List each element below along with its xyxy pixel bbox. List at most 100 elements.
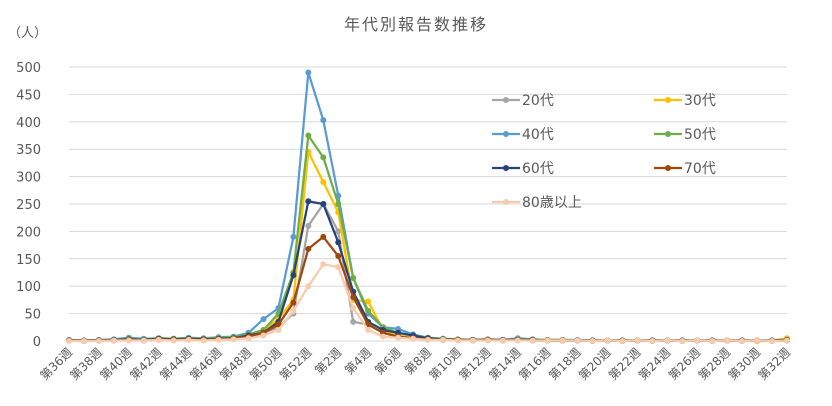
data-point <box>739 338 746 344</box>
data-point <box>320 117 327 124</box>
x-tick-label: 第32週 <box>755 345 793 383</box>
data-point <box>200 337 207 344</box>
data-point <box>350 294 357 301</box>
data-point <box>365 327 372 334</box>
data-point <box>395 334 402 341</box>
x-tick-label: 第40週 <box>97 345 135 383</box>
data-point <box>694 337 701 344</box>
x-tick-label: 第26週 <box>666 345 704 383</box>
x-tick-label: 第36週 <box>37 345 75 383</box>
series-3 <box>66 132 790 344</box>
legend-label: 70代 <box>684 161 716 177</box>
x-tick-label: 第2週 <box>312 345 344 377</box>
data-point <box>245 335 252 342</box>
y-tick-label: 250 <box>16 198 41 213</box>
data-point <box>230 336 237 343</box>
data-point <box>679 338 686 344</box>
legend-swatch-marker <box>503 165 509 171</box>
legend-swatch-marker <box>503 199 509 205</box>
y-tick-label: 500 <box>16 61 41 76</box>
data-point <box>619 338 626 344</box>
y-tick-label: 0 <box>33 335 41 350</box>
series-line <box>69 200 788 342</box>
series-line <box>69 263 788 343</box>
data-point <box>589 338 596 344</box>
x-tick-label: 第12週 <box>456 345 494 383</box>
data-point <box>275 327 282 334</box>
data-point <box>350 305 357 312</box>
y-axis-unit-label: （人） <box>8 26 47 41</box>
series-6 <box>66 261 790 344</box>
data-point <box>320 233 327 240</box>
data-point <box>425 336 431 343</box>
data-point <box>559 337 566 344</box>
x-tick-label: 第50週 <box>247 345 285 383</box>
x-tick-label: 第14週 <box>486 345 524 383</box>
data-point <box>410 335 417 342</box>
y-tick-label: 450 <box>16 88 41 103</box>
x-tick-label: 第10週 <box>426 345 464 383</box>
data-point <box>350 318 357 325</box>
chart-title: 年代別報告数推移 <box>344 15 488 34</box>
data-point <box>320 201 327 207</box>
y-tick-label: 50 <box>24 308 41 323</box>
series-line <box>69 150 788 343</box>
x-tick-label: 第20週 <box>576 345 614 383</box>
data-point <box>365 298 372 305</box>
series-2 <box>66 69 790 344</box>
data-point <box>170 337 177 344</box>
data-point <box>320 179 327 186</box>
data-point <box>290 307 297 314</box>
x-tick-label: 第22週 <box>606 345 644 383</box>
data-point <box>305 283 312 290</box>
data-point <box>499 337 506 344</box>
legend-swatch-marker <box>665 97 671 103</box>
data-point <box>335 201 342 207</box>
y-tick-label: 350 <box>16 143 41 158</box>
data-point <box>305 198 312 205</box>
data-point <box>305 222 312 229</box>
y-tick-label: 100 <box>16 280 41 295</box>
data-point <box>275 321 282 328</box>
data-point <box>439 336 446 343</box>
data-point <box>664 337 671 344</box>
data-point <box>574 337 581 344</box>
x-tick-label: 第42週 <box>127 345 165 383</box>
data-point <box>335 239 342 246</box>
data-point <box>649 338 656 344</box>
series-1 <box>66 148 790 344</box>
data-point <box>784 337 790 344</box>
x-tick-label: 第24週 <box>636 345 674 383</box>
data-point <box>469 337 476 344</box>
data-point <box>95 338 102 344</box>
data-point <box>185 336 192 343</box>
data-point <box>290 233 297 240</box>
data-point <box>260 316 267 323</box>
data-point <box>260 332 267 339</box>
legend-swatch-marker <box>503 97 509 103</box>
y-axis-ticks: 0 50 100 150 200 250 300 350 400 450 500 <box>16 61 41 350</box>
data-point <box>754 337 761 344</box>
data-point <box>380 333 387 340</box>
data-point <box>290 272 297 279</box>
y-tick-label: 400 <box>16 116 41 131</box>
data-point <box>724 337 731 344</box>
data-point <box>709 338 716 344</box>
data-point <box>769 338 776 344</box>
data-point <box>529 337 536 344</box>
data-point <box>335 253 342 260</box>
x-tick-label: 第16週 <box>516 345 554 383</box>
legend-label: 50代 <box>684 127 716 143</box>
y-tick-label: 300 <box>16 171 41 186</box>
y-tick-label: 150 <box>16 253 41 268</box>
data-point <box>484 337 491 344</box>
x-tick-label: 第28週 <box>696 345 734 383</box>
x-tick-label: 第38週 <box>67 345 105 383</box>
data-point <box>155 336 162 343</box>
data-point <box>305 245 312 252</box>
data-point <box>80 338 87 344</box>
data-point <box>305 132 312 139</box>
series-lines <box>66 69 790 344</box>
data-point <box>320 261 327 268</box>
legend-swatch-marker <box>665 165 671 171</box>
